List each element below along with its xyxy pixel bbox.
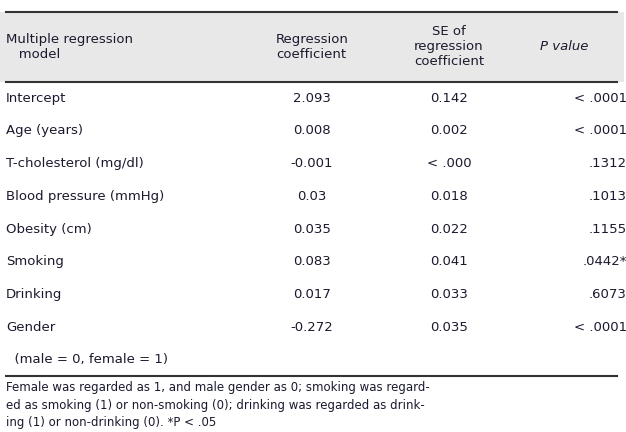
Text: 0.035: 0.035: [293, 222, 331, 235]
Text: Drinking: Drinking: [6, 288, 63, 301]
Text: Obesity (cm): Obesity (cm): [6, 222, 92, 235]
Text: (male = 0, female = 1): (male = 0, female = 1): [6, 353, 168, 366]
Text: Blood pressure (mmHg): Blood pressure (mmHg): [6, 190, 165, 203]
Text: 0.041: 0.041: [430, 255, 468, 268]
Text: Female was regarded as 1, and male gender as 0; smoking was regard-
ed as smokin: Female was regarded as 1, and male gende…: [6, 381, 430, 429]
Text: .1013: .1013: [588, 190, 626, 203]
Bar: [0, 12, 623, 82]
Text: -0.001: -0.001: [290, 157, 333, 170]
Text: 0.017: 0.017: [293, 288, 331, 301]
Text: T-cholesterol (mg/dl): T-cholesterol (mg/dl): [6, 157, 144, 170]
Text: .6073: .6073: [589, 288, 626, 301]
Text: 0.142: 0.142: [430, 92, 468, 105]
Text: 0.035: 0.035: [430, 321, 468, 334]
Text: SE of
regression
coefficient: SE of regression coefficient: [414, 25, 484, 68]
Text: Regression
coefficient: Regression coefficient: [275, 33, 348, 61]
Text: .1312: .1312: [588, 157, 626, 170]
Text: 0.018: 0.018: [430, 190, 468, 203]
Text: < .0001: < .0001: [573, 321, 626, 334]
Text: Gender: Gender: [6, 321, 56, 334]
Text: 0.008: 0.008: [293, 124, 331, 137]
Text: 0.002: 0.002: [430, 124, 468, 137]
Text: Age (years): Age (years): [6, 124, 83, 137]
Text: .0442*: .0442*: [582, 255, 626, 268]
Text: .1155: .1155: [588, 222, 626, 235]
Text: < .0001: < .0001: [573, 124, 626, 137]
Text: 0.033: 0.033: [430, 288, 468, 301]
Text: 0.083: 0.083: [293, 255, 331, 268]
Text: Smoking: Smoking: [6, 255, 64, 268]
Text: < .0001: < .0001: [573, 92, 626, 105]
Text: 0.022: 0.022: [430, 222, 468, 235]
Text: -0.272: -0.272: [290, 321, 333, 334]
Text: 0.03: 0.03: [297, 190, 327, 203]
Text: < .000: < .000: [427, 157, 471, 170]
Text: Multiple regression
   model: Multiple regression model: [6, 33, 133, 61]
Text: P value: P value: [540, 40, 588, 54]
Text: 2.093: 2.093: [293, 92, 331, 105]
Text: Intercept: Intercept: [6, 92, 66, 105]
